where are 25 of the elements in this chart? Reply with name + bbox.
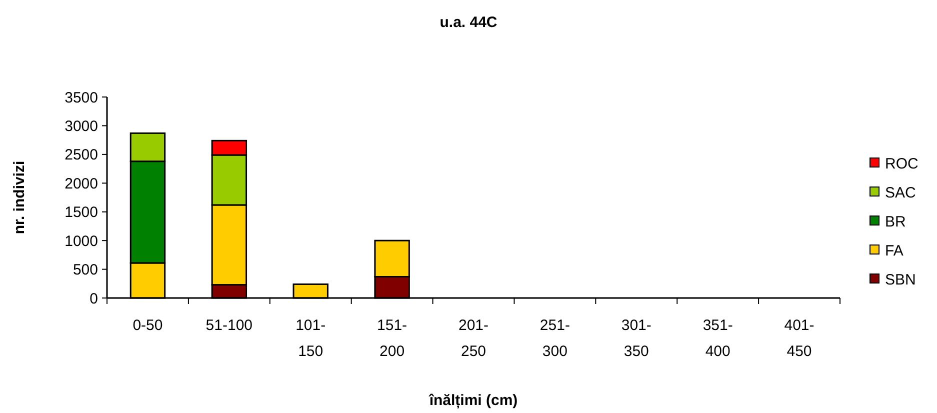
x-tick-label: 151-200 (377, 317, 408, 360)
chart-title: u.a. 44C (440, 14, 498, 31)
y-axis-title: nr. indivizi (11, 160, 28, 234)
legend-label: BR (885, 213, 906, 230)
x-tick-label: 201-250 (458, 317, 489, 360)
legend-label: SBN (885, 271, 916, 288)
x-tick-label: 101-150 (296, 317, 326, 360)
x-axis-title: înălțimi (cm) (428, 392, 518, 409)
y-tick-label: 1500 (64, 204, 98, 222)
y-tick-label: 500 (72, 262, 98, 279)
x-tick-label: 51-100 (206, 317, 253, 334)
x-tick-label: 251-300 (540, 317, 570, 360)
x-tick-label: 351-400 (702, 317, 733, 360)
y-tick-label: 0 (90, 290, 98, 308)
legend-label: FA (885, 242, 904, 260)
x-tick-label: 0-50 (132, 317, 163, 334)
y-tick-label: 3000 (64, 118, 98, 135)
legend-label: ROC (885, 155, 918, 172)
y-tick-label: 2500 (64, 146, 98, 164)
y-tick-label: 1000 (64, 232, 98, 250)
x-tick-label: 401-450 (784, 317, 814, 360)
y-tick-label: 3500 (64, 89, 98, 106)
y-tick-label: 2000 (64, 175, 98, 192)
legend-label: SAC (885, 184, 916, 202)
x-tick-label: 301-350 (621, 317, 652, 360)
